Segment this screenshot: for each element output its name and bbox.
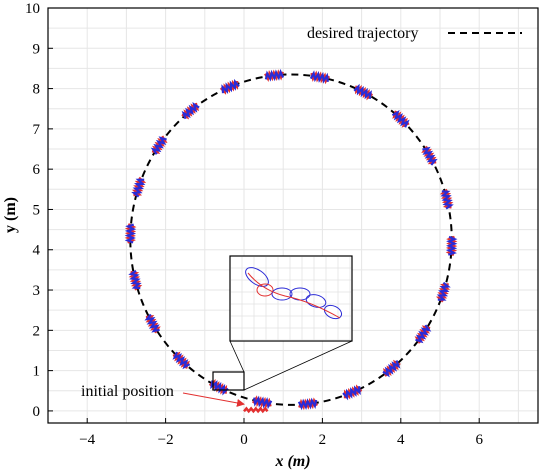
robot-trail-layer — [124, 68, 458, 414]
y-tick-label: 2 — [33, 323, 41, 339]
y-tick-label: 9 — [33, 41, 41, 57]
inset-connector-bottom — [243, 340, 353, 391]
inset-source-box — [212, 371, 245, 391]
robot-trail-segment — [309, 70, 329, 84]
inset-ellipse — [256, 283, 274, 297]
inset-zoom — [212, 255, 353, 391]
initial-position-arrow — [182, 392, 245, 407]
x-tick-label: 4 — [397, 432, 405, 448]
inset-ellipse — [305, 294, 327, 308]
y-tick-label: 5 — [33, 202, 41, 218]
y-tick-label: 8 — [33, 82, 41, 98]
initial-position-annotation: initial position — [81, 383, 245, 407]
y-tick-label: 7 — [33, 122, 41, 138]
inset-ellipse — [271, 287, 293, 301]
x-tick-label: −4 — [79, 432, 95, 448]
y-tick-label: 10 — [25, 1, 40, 17]
x-tick-labels: −4 −2 0 2 4 6 — [79, 418, 483, 448]
robot-trail-segment — [150, 136, 167, 155]
legend: desired trajectory — [307, 25, 522, 42]
robot-trail-segment — [253, 395, 273, 410]
grid — [48, 7, 538, 423]
y-tick-labels: 0 1 2 3 4 5 6 7 8 9 10 — [25, 1, 53, 420]
robot-trail-segment — [391, 109, 410, 128]
robot-trail-segment — [172, 351, 191, 370]
robot-trail-segment — [264, 68, 285, 82]
robot-trail-segment — [422, 146, 438, 166]
robot-trail-segment — [124, 223, 137, 244]
x-axis-label: x (m) — [274, 453, 310, 470]
inset-trail-red — [247, 272, 341, 319]
x-tick-label: 0 — [240, 432, 248, 448]
robot-trail-segment — [342, 385, 361, 401]
y-tick-label: 3 — [33, 283, 41, 299]
y-tick-label: 6 — [33, 162, 41, 178]
plot-frame — [47, 7, 539, 424]
robot-trail-segment — [221, 78, 240, 94]
robot-trail-segment — [128, 269, 142, 290]
inset-ellipses — [245, 267, 343, 320]
robot-trail-segment — [131, 178, 146, 198]
legend-label: desired trajectory — [307, 25, 419, 42]
inset-connector-top — [229, 340, 245, 373]
robot-trail-segment — [353, 83, 372, 100]
robot-trail-segment — [445, 235, 458, 256]
x-tick-label: 2 — [319, 432, 327, 448]
robot-trail-segment — [436, 281, 451, 301]
robot-trail-segment — [415, 324, 432, 344]
inset-box — [229, 255, 353, 342]
x-tick-label: 6 — [475, 432, 483, 448]
robot-trail-segment — [144, 313, 160, 333]
robot-trail-segment — [181, 101, 200, 120]
robot-trail-start — [243, 406, 269, 414]
robot-trail-segment — [297, 397, 318, 411]
robot-trail-segment — [440, 190, 454, 210]
y-tick-label: 0 — [33, 404, 41, 420]
x-tick-label: −2 — [158, 432, 174, 448]
initial-position-label: initial position — [81, 383, 174, 400]
y-axis-label: y (m) — [2, 197, 19, 233]
y-tick-label: 1 — [33, 364, 41, 380]
inset-ellipse — [323, 304, 343, 320]
robot-trail-segment — [382, 360, 401, 378]
y-tick-label: 4 — [33, 243, 41, 259]
